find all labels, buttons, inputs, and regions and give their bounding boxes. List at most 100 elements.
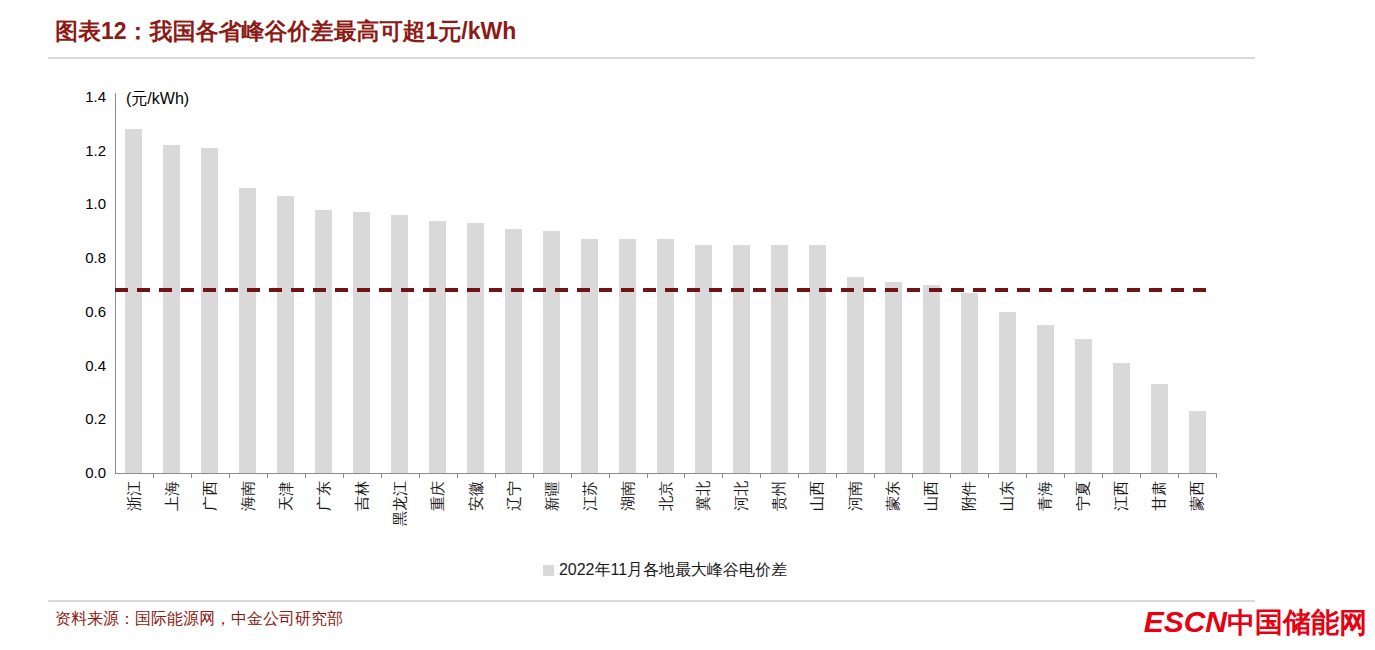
source-note: 资料来源：国际能源网，中金公司研究部 [55, 609, 343, 630]
x-label-冀北: 冀北 [695, 481, 711, 511]
x-tick [609, 473, 610, 478]
escn-logo: ESCN中国储能网 [1144, 604, 1367, 642]
bar-冀北 [695, 245, 712, 473]
report-figure-page: 图表12：我国各省峰谷价差最高可超1元/kWh (元/kWh) 0.00.20.… [0, 0, 1375, 650]
y-tick-label: 0.4 [58, 358, 106, 374]
x-label-山西: 山西 [809, 481, 825, 511]
bar-广东 [315, 210, 332, 473]
bar-湖南 [619, 239, 636, 473]
bar-黑龙江 [391, 215, 408, 473]
y-axis-unit-label: (元/kWh) [126, 89, 189, 110]
x-tick [1178, 473, 1179, 478]
x-label-湖南: 湖南 [620, 481, 636, 511]
x-label-江西: 江西 [1113, 481, 1129, 511]
x-label-安徽: 安徽 [468, 481, 484, 511]
x-tick [836, 473, 837, 478]
x-tick [874, 473, 875, 478]
x-tick [1064, 473, 1065, 478]
bar-重庆 [429, 221, 446, 473]
bar-北京 [657, 239, 674, 473]
bar-天津 [277, 196, 294, 473]
x-tick [419, 473, 420, 478]
bar-蒙西 [1189, 411, 1206, 473]
bar-甘肃 [1151, 384, 1168, 473]
bar-江西 [1113, 363, 1130, 473]
bar-江苏 [581, 239, 598, 473]
bar-广西 [201, 148, 218, 473]
x-label-北京: 北京 [658, 481, 674, 511]
bar-新疆 [543, 231, 560, 473]
bar-吉林 [353, 212, 370, 473]
x-tick [495, 473, 496, 478]
x-label-甘肃: 甘肃 [1151, 481, 1167, 511]
y-tick-label: 0.0 [58, 465, 106, 481]
x-tick [1026, 473, 1027, 478]
legend-label: 2022年11月各地最大峰谷电价差 [559, 560, 787, 581]
x-tick [798, 473, 799, 478]
x-tick [1102, 473, 1103, 478]
bar-海南 [239, 188, 256, 473]
bar-山东 [999, 312, 1016, 473]
x-tick [684, 473, 685, 478]
x-label-河北: 河北 [733, 481, 749, 511]
x-label-蒙东: 蒙东 [885, 481, 901, 511]
bar-chart: (元/kWh) 0.00.20.40.60.81.01.21.4 浙江上海广西海… [0, 0, 1375, 600]
x-label-河南: 河南 [847, 481, 863, 511]
x-label-黑龙江: 黑龙江 [392, 481, 408, 526]
bar-山西 [809, 245, 826, 473]
x-tick [722, 473, 723, 478]
x-label-山西: 山西 [923, 481, 939, 511]
x-label-蒙西: 蒙西 [1189, 481, 1205, 511]
x-tick [305, 473, 306, 478]
x-label-辽宁: 辽宁 [506, 481, 522, 511]
escn-logo-latin: ESCN [1144, 605, 1227, 638]
x-tick [760, 473, 761, 478]
x-label-新疆: 新疆 [544, 481, 560, 511]
x-tick [912, 473, 913, 478]
x-tick [267, 473, 268, 478]
x-label-广东: 广东 [316, 481, 332, 511]
legend-swatch-icon [543, 565, 554, 576]
bar-浙江 [125, 129, 142, 473]
x-label-青海: 青海 [1037, 481, 1053, 511]
bar-河北 [733, 245, 750, 473]
x-tick [988, 473, 989, 478]
escn-logo-chinese: 中国储能网 [1227, 607, 1367, 638]
x-tick [343, 473, 344, 478]
y-tick-label: 0.6 [58, 304, 106, 320]
x-tick [153, 473, 154, 478]
x-label-吉林: 吉林 [354, 481, 370, 511]
x-tick [1216, 473, 1217, 478]
bar-贵州 [771, 245, 788, 473]
x-label-海南: 海南 [240, 481, 256, 511]
x-label-广西: 广西 [202, 481, 218, 511]
y-tick-label: 1.0 [58, 196, 106, 212]
x-tick [457, 473, 458, 478]
y-tick-label: 1.4 [58, 89, 106, 105]
bar-山西 [923, 285, 940, 473]
x-tick [191, 473, 192, 478]
bar-安徽 [467, 223, 484, 473]
x-label-附件: 附件 [961, 481, 977, 511]
x-label-浙江: 浙江 [126, 481, 142, 511]
footer-divider [48, 600, 1255, 602]
x-tick [229, 473, 230, 478]
x-label-上海: 上海 [164, 481, 180, 511]
bar-河南 [847, 277, 864, 473]
x-axis-line [115, 473, 1216, 474]
chart-legend: 2022年11月各地最大峰谷电价差 [115, 560, 1215, 581]
bar-宁夏 [1075, 339, 1092, 473]
y-tick-label: 0.8 [58, 250, 106, 266]
x-tick [571, 473, 572, 478]
x-tick [381, 473, 382, 478]
y-tick-label: 1.2 [58, 143, 106, 159]
bar-蒙东 [885, 282, 902, 473]
x-tick [1140, 473, 1141, 478]
bar-上海 [163, 145, 180, 473]
x-label-天津: 天津 [278, 481, 294, 511]
bar-辽宁 [505, 229, 522, 473]
y-axis-line [115, 93, 116, 473]
x-label-山东: 山东 [999, 481, 1015, 511]
bar-青海 [1037, 325, 1054, 473]
x-label-江苏: 江苏 [582, 481, 598, 511]
